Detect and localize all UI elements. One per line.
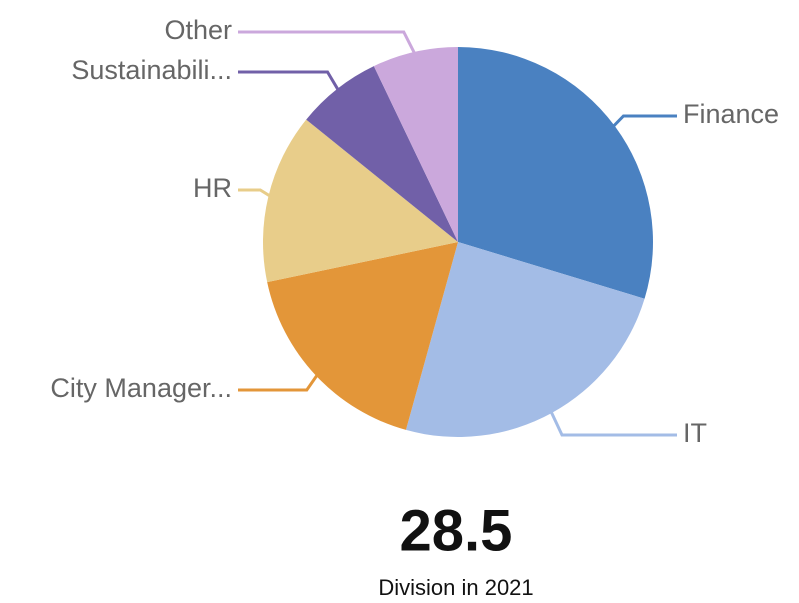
pie-slice xyxy=(263,119,458,283)
leader-line xyxy=(238,70,341,93)
slice-label: IT xyxy=(683,418,707,448)
leader-line xyxy=(610,114,677,130)
leader-line xyxy=(238,188,274,199)
pie-slice xyxy=(267,242,458,430)
kpi-value: 28.5 xyxy=(400,498,513,563)
kpi-label: Division in 2021 xyxy=(378,575,533,600)
pie-slice xyxy=(306,66,458,242)
slice-label: Sustainabili... xyxy=(71,55,232,85)
slice-label: HR xyxy=(193,173,232,203)
slice-label: City Manager... xyxy=(50,373,232,403)
slice-label: Finance xyxy=(683,99,779,129)
pie-slice xyxy=(373,47,458,242)
leader-line xyxy=(238,30,418,57)
leader-line xyxy=(238,371,320,392)
leader-line xyxy=(548,408,677,437)
slice-label: Other xyxy=(164,15,232,45)
pie-slice xyxy=(458,47,653,299)
pie-slice xyxy=(405,242,645,437)
